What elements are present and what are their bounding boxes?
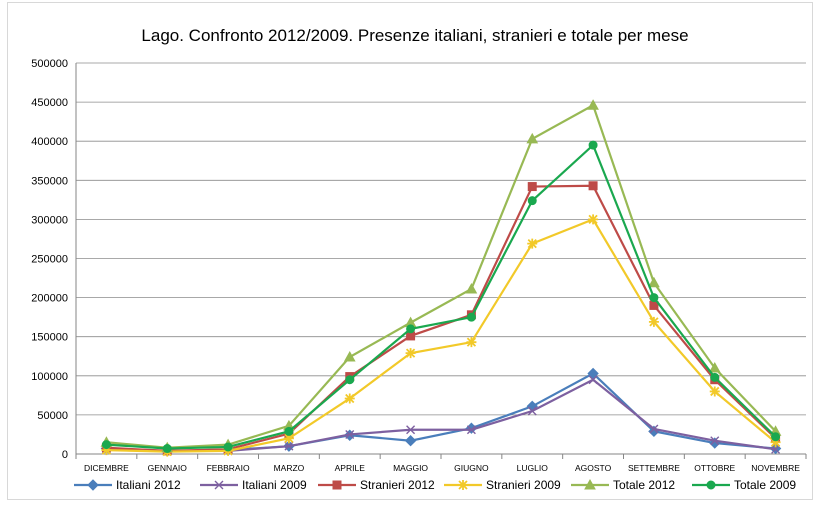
data-point [223,442,233,452]
data-point [101,440,111,450]
chart-frame: Lago. Confronto 2012/2009. Presenze ital… [7,2,813,500]
series-line [106,218,777,453]
data-point [283,433,294,444]
x-tick-label: GIUGNO [454,463,489,473]
data-point [771,432,781,442]
data-point [162,444,172,454]
y-tick-label: 400000 [31,136,68,148]
legend-item: Italiani 2009 [200,478,307,492]
data-point [649,424,659,434]
data-point [465,282,478,294]
x-tick-label: NOVEMBRE [751,463,800,473]
x-tick-label: GENNAIO [148,463,188,473]
data-point [345,375,355,385]
data-point [344,393,355,404]
data-point [526,132,539,144]
series-italiani-2012 [100,367,782,457]
legend-item: Stranieri 2012 [318,478,435,492]
data-point [405,348,416,359]
data-point [584,478,596,490]
y-tick-label: 450000 [31,97,68,109]
x-tick-label: OTTOBRE [694,463,735,473]
series-totale-2009 [101,140,781,454]
legend: Italiani 2012 Italiani 2009 Stranieri 2012… [74,478,796,492]
legend-label: Totale 2009 [734,478,796,492]
y-tick-label: 500000 [31,58,68,70]
y-tick-label: 100000 [31,371,68,383]
legend-label: Stranieri 2012 [360,478,435,492]
y-tick-label: 150000 [31,332,68,344]
data-point [587,367,599,380]
series-line [106,143,777,450]
data-point [710,372,720,382]
series-group [100,99,782,457]
gridlines [76,62,806,416]
data-point [406,324,416,334]
data-point [587,99,599,110]
legend-item: Stranieri 2009 [444,478,561,492]
data-point [771,444,781,454]
data-point [466,337,477,348]
x-tick-label: MAGGIO [393,463,428,473]
legend-label: Italiani 2009 [242,478,307,492]
data-point [466,425,476,435]
series-totale-2012 [100,99,782,453]
series-line [106,372,776,452]
series-line [106,103,777,449]
data-point [404,434,417,447]
data-point [648,276,660,288]
chart-title: Lago. Confronto 2012/2009. Presenze ital… [141,26,688,45]
data-point [588,214,599,225]
legend-item: Totale 2012 [571,478,675,492]
data-point [648,316,659,327]
y-tick-label: 300000 [31,214,68,226]
x-tick-label: LUGLIO [517,463,549,473]
x-tick-label: SETTEMBRE [628,463,680,473]
data-point [709,386,720,397]
data-point [527,406,537,416]
data-point [588,375,598,385]
data-point [649,293,659,303]
data-point [527,182,537,192]
data-point [332,480,342,490]
y-tick-label: 50000 [37,410,68,422]
data-point [588,181,598,191]
line-chart: Lago. Confronto 2012/2009. Presenze ital… [31,26,807,492]
x-axis: DICEMBRE GENNAIO FEBBRAIO MARZO APRILE MAGGIO… [75,453,807,473]
x-tick-label: FEBBRAIO [207,463,250,473]
y-tick-label: 250000 [31,254,68,266]
x-tick-label: MARZO [274,463,305,473]
data-point [527,238,538,249]
y-tick-label: 200000 [31,293,68,305]
data-point [710,436,720,446]
data-point [458,480,468,490]
legend-item: Italiani 2012 [74,478,181,492]
data-point [770,437,781,448]
data-point [284,441,294,451]
data-point [527,196,537,206]
data-point [708,361,721,373]
y-tick-label: 0 [62,449,68,461]
y-axis: 0 50000 100000 150000 200000 250000 300000 3500… [31,58,77,461]
data-point [101,445,112,456]
data-point [588,140,598,150]
legend-item: Totale 2009 [692,478,796,492]
data-point [345,429,355,439]
legend-label: Italiani 2012 [116,478,181,492]
data-point [87,479,99,491]
data-point [706,480,716,490]
data-point [214,480,224,490]
legend-label: Stranieri 2009 [486,478,561,492]
data-point [343,351,356,362]
data-point [466,312,476,322]
x-tick-label: APRILE [335,463,366,473]
data-point [284,426,294,436]
series-line [106,184,777,452]
x-tick-label: AGOSTO [575,463,612,473]
y-tick-label: 350000 [31,175,68,187]
x-tick-label: DICEMBRE [84,463,129,473]
legend-label: Totale 2012 [613,478,675,492]
data-point [406,425,416,435]
